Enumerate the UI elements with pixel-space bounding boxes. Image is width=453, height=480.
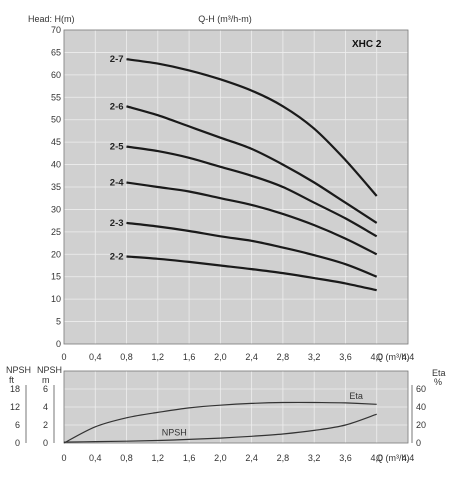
npsh-x-tick-label: 4,0 [370, 453, 383, 463]
npsh-x-tick-label: 0 [61, 453, 66, 463]
qh-x-tick-label: 1,2 [152, 352, 165, 362]
npsh-x-tick-label: 1,2 [152, 453, 165, 463]
qh-y-tick-label: 50 [51, 115, 61, 125]
npsh-plot-frame [63, 370, 409, 444]
qh-curve-2-3 [126, 221, 378, 278]
qh-x-tick-label: 1,6 [183, 352, 196, 362]
qh-plot-frame [63, 29, 409, 345]
qh-curve-2-7 [126, 58, 378, 197]
npsh-x-tick-label: 0,4 [89, 453, 102, 463]
qh-y-tick-label: 55 [51, 92, 61, 102]
qh-y-tick-label: 5 [56, 317, 61, 327]
npsh-ft-tick-label: 6 [15, 420, 20, 430]
qh-x-tick-label: 2,4 [245, 352, 258, 362]
qh-curve-label: 2-3 [110, 218, 124, 229]
qh-curve-2-2 [126, 255, 377, 292]
npsh-curve-npsh [63, 413, 377, 443]
eta-tick-label: 40 [416, 402, 426, 412]
model-badge: XHC 2 [352, 39, 382, 50]
npsh-x-ticks: 0 0,4 0,8 1,2 1,6 2,0 2,4 2,8 3,2 3,6 4,0 4,4 [61, 453, 414, 463]
qh-curve-label: 2-4 [110, 178, 124, 189]
npsh-x-axis-label: Q (m³/h) [376, 453, 410, 463]
npsh-x-tick-label: 2,8 [277, 453, 290, 463]
npsh-curve-eta [63, 401, 377, 444]
eta-tick-label: 20 [416, 420, 426, 430]
qh-curve-label: 2-5 [110, 142, 124, 153]
qh-y-tick-label: 15 [51, 272, 61, 282]
qh-x-tick-label: 0,4 [89, 352, 102, 362]
qh-y-tick-label: 45 [51, 137, 61, 147]
qh-y-tick-label: 10 [51, 294, 61, 304]
npsh-m-tick-label: 4 [43, 402, 48, 412]
qh-curve-label: 2-7 [110, 54, 124, 65]
qh-curve-2-6 [126, 105, 378, 224]
npsh-x-tick-label: 2,4 [245, 453, 258, 463]
npsh-x-tick-label: 4,4 [402, 453, 415, 463]
qh-x-tick-label: 0 [61, 352, 66, 362]
qh-x-tick-label: 3,2 [308, 352, 321, 362]
qh-y-tick-label: 70 [51, 25, 61, 35]
qh-chart-title: Q-H (m³/h-m) [198, 14, 252, 24]
npsh-m-axis-label: NPSH [37, 365, 62, 375]
qh-y-tick-label: 25 [51, 227, 61, 237]
qh-x-axis-label: Q (m³/h) [376, 352, 410, 362]
eta-tick-label: 0 [416, 438, 421, 448]
qh-y-tick-label: 40 [51, 160, 61, 170]
npsh-x-tick-label: 2,0 [214, 453, 227, 463]
eta-curve-label: Eta [349, 391, 363, 401]
qh-x-ticks: 0 0,4 0,8 1,2 1,6 2,0 2,4 2,8 3,2 3,6 4,0 4,4 [61, 352, 414, 362]
npsh-eta-chart: 0 0,4 0,8 1,2 1,6 2,0 2,4 2,8 3,2 3,6 4,0 4,4 NPSHf… [6, 365, 446, 463]
qh-x-tick-label: 4,4 [402, 352, 415, 362]
qh-y-tick-label: 30 [51, 204, 61, 214]
qh-y-tick-label: 20 [51, 249, 61, 259]
npsh-m-tick-label: 6 [43, 384, 48, 394]
eta-axis-unit: % [434, 377, 442, 387]
npsh-m-tick-label: 0 [43, 438, 48, 448]
eta-axis-label: Eta [432, 368, 446, 378]
qh-x-tick-label: 0,8 [120, 352, 133, 362]
npsh-ft-axis-label: NPSH [6, 365, 31, 375]
qh-curve-2-4 [126, 181, 378, 256]
qh-y-tick-label: 35 [51, 182, 61, 192]
eta-tick-label: 60 [416, 384, 426, 394]
npsh-m-tick-label: 2 [43, 420, 48, 430]
npsh-series: Eta NPSH [63, 391, 377, 444]
qh-y-axis-label: Head: H(m) [28, 14, 75, 24]
qh-curve-2-5 [126, 145, 378, 238]
qh-curve-label: 2-2 [110, 252, 124, 263]
qh-x-tick-label: 2,8 [277, 352, 290, 362]
npsh-ft-tick-label: 18 [10, 384, 20, 394]
npsh-x-tick-label: 1,6 [183, 453, 196, 463]
qh-y-ticks: 0 5 10 15 20 25 30 35 40 45 50 55 60 65 70 [51, 25, 61, 349]
qh-y-tick-label: 0 [56, 339, 61, 349]
qh-chart: 0 5 10 15 20 25 30 35 40 45 50 55 60 65 70 0 0,4 0,8 1,2 1… [28, 14, 414, 362]
qh-y-tick-label: 65 [51, 47, 61, 57]
npsh-x-tick-label: 0,8 [120, 453, 133, 463]
npsh-x-tick-label: 3,6 [339, 453, 352, 463]
qh-y-tick-label: 60 [51, 70, 61, 80]
npsh-curve-label: NPSH [162, 427, 187, 437]
npsh-ft-tick-label: 0 [15, 438, 20, 448]
npsh-m-axis-unit: m [42, 375, 50, 385]
qh-curve-label: 2-6 [110, 101, 124, 112]
qh-x-tick-label: 4,0 [370, 352, 383, 362]
npsh-ft-axis-unit: ft [9, 375, 15, 385]
npsh-ft-tick-label: 12 [10, 402, 20, 412]
qh-x-tick-label: 2,0 [214, 352, 227, 362]
qh-series: 2-7 2-6 2-5 2-4 2-3 2-2 [110, 54, 378, 292]
qh-x-tick-label: 3,6 [339, 352, 352, 362]
npsh-x-tick-label: 3,2 [308, 453, 321, 463]
